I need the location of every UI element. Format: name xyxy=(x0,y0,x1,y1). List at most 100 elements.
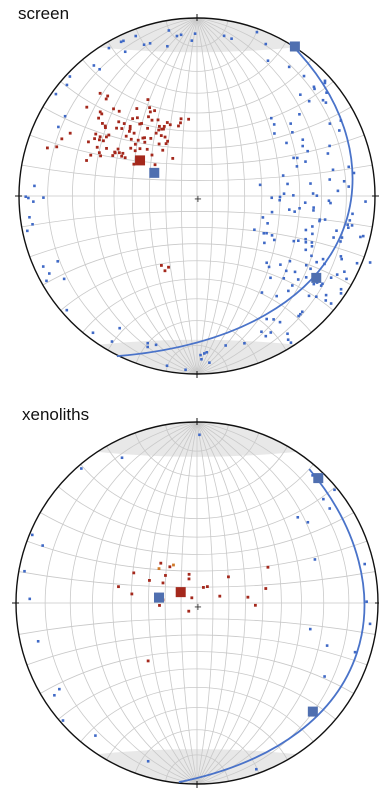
blue-pole xyxy=(365,600,368,603)
red-pole xyxy=(147,115,150,119)
blue-pole xyxy=(28,597,32,601)
red-pole xyxy=(120,127,124,130)
blue-pole xyxy=(278,320,282,324)
blue-pole xyxy=(309,182,312,185)
red-pole xyxy=(93,137,96,141)
red-pole xyxy=(146,659,150,663)
blue-pole xyxy=(165,364,169,368)
blue-pole xyxy=(41,544,44,547)
panel-title-xenoliths: xenoliths xyxy=(22,405,90,424)
blue-pole xyxy=(304,237,307,241)
blue-pole xyxy=(315,260,318,264)
red-pole xyxy=(133,149,137,153)
blue-pole xyxy=(324,101,328,104)
blue-pole xyxy=(340,257,343,261)
blue-pole xyxy=(329,302,333,305)
blue-pole xyxy=(27,196,30,200)
red-pole xyxy=(117,109,121,113)
red-pole xyxy=(161,148,165,152)
blue-pole xyxy=(62,277,66,281)
red-pole xyxy=(97,116,100,120)
blue-pole xyxy=(303,201,307,204)
blue-pole xyxy=(286,182,289,186)
stereonet-screen: + xyxy=(15,14,379,378)
blue-pole xyxy=(296,278,300,281)
blue-pole xyxy=(361,234,365,238)
great-circle-arc xyxy=(116,42,354,358)
blue-pole xyxy=(53,693,56,697)
red-pole xyxy=(164,574,167,577)
blue-pole xyxy=(304,263,308,267)
red-pole xyxy=(116,147,120,151)
red-pole xyxy=(158,604,161,607)
grid-small-circle xyxy=(134,432,260,477)
blue-pole xyxy=(325,91,328,94)
blue-pole xyxy=(267,265,271,269)
blue-pole xyxy=(199,353,202,357)
red-pole xyxy=(187,577,191,581)
red-pole xyxy=(104,97,108,101)
blue-pole xyxy=(287,289,290,293)
blue-pole xyxy=(319,284,323,287)
blue-pole xyxy=(292,194,295,197)
blue-pole xyxy=(94,734,97,737)
blue-pole xyxy=(339,292,343,295)
blue-pole xyxy=(264,334,268,338)
blue-pole xyxy=(110,340,114,343)
red-pole xyxy=(128,129,131,133)
blue-pole xyxy=(270,210,274,214)
blue-pole xyxy=(198,433,201,437)
red-pole xyxy=(121,151,125,155)
blue-pole xyxy=(310,254,313,258)
red-pole xyxy=(157,128,161,132)
mean-blue-square xyxy=(149,167,160,178)
blue-pole xyxy=(355,261,359,265)
grid-small-circle xyxy=(18,618,376,635)
blue-pole xyxy=(31,223,34,226)
blue-pole xyxy=(297,314,300,318)
red-pole xyxy=(117,151,121,155)
blue-pole xyxy=(321,282,324,286)
blue-pole xyxy=(107,46,111,50)
red-pole xyxy=(117,585,120,589)
red-pole xyxy=(94,132,98,136)
grid-small-circle xyxy=(21,164,373,181)
great-circle-arc xyxy=(178,468,366,784)
red-pole xyxy=(157,142,161,146)
blue-pole xyxy=(302,74,306,78)
grid-small-circle xyxy=(42,106,352,149)
blue-pole xyxy=(270,196,274,200)
blue-pole xyxy=(287,208,291,211)
blue-pole xyxy=(285,141,288,145)
blue-pole xyxy=(63,114,67,118)
blue-pole xyxy=(312,282,316,286)
blue-pole xyxy=(32,200,35,203)
grid-small-circle xyxy=(18,571,376,588)
blue-pole xyxy=(321,98,325,102)
red-pole xyxy=(266,565,270,569)
grid-small-circle xyxy=(29,134,365,165)
blue-pole xyxy=(298,112,301,116)
blue-pole xyxy=(307,99,311,103)
blue-pole xyxy=(289,341,293,344)
red-pole xyxy=(103,124,107,128)
red-pole xyxy=(104,126,107,130)
red-pole xyxy=(97,151,101,155)
grid-small-circle xyxy=(165,424,229,452)
red-pole xyxy=(146,98,150,102)
blue-pole xyxy=(338,129,341,132)
blue-pole xyxy=(208,361,211,364)
blue-pole xyxy=(48,272,51,275)
blue-pole xyxy=(57,125,60,129)
blue-pole xyxy=(98,67,101,71)
blue-pole xyxy=(33,184,36,188)
red-pole xyxy=(163,135,167,139)
red-pole xyxy=(132,571,136,575)
blue-pole xyxy=(190,39,194,42)
blue-pole xyxy=(299,312,302,316)
blue-pole xyxy=(230,37,233,40)
blue-pole xyxy=(146,345,149,349)
red-pole xyxy=(98,135,102,139)
blue-pole xyxy=(347,165,351,169)
mean-blue-square xyxy=(289,41,300,52)
